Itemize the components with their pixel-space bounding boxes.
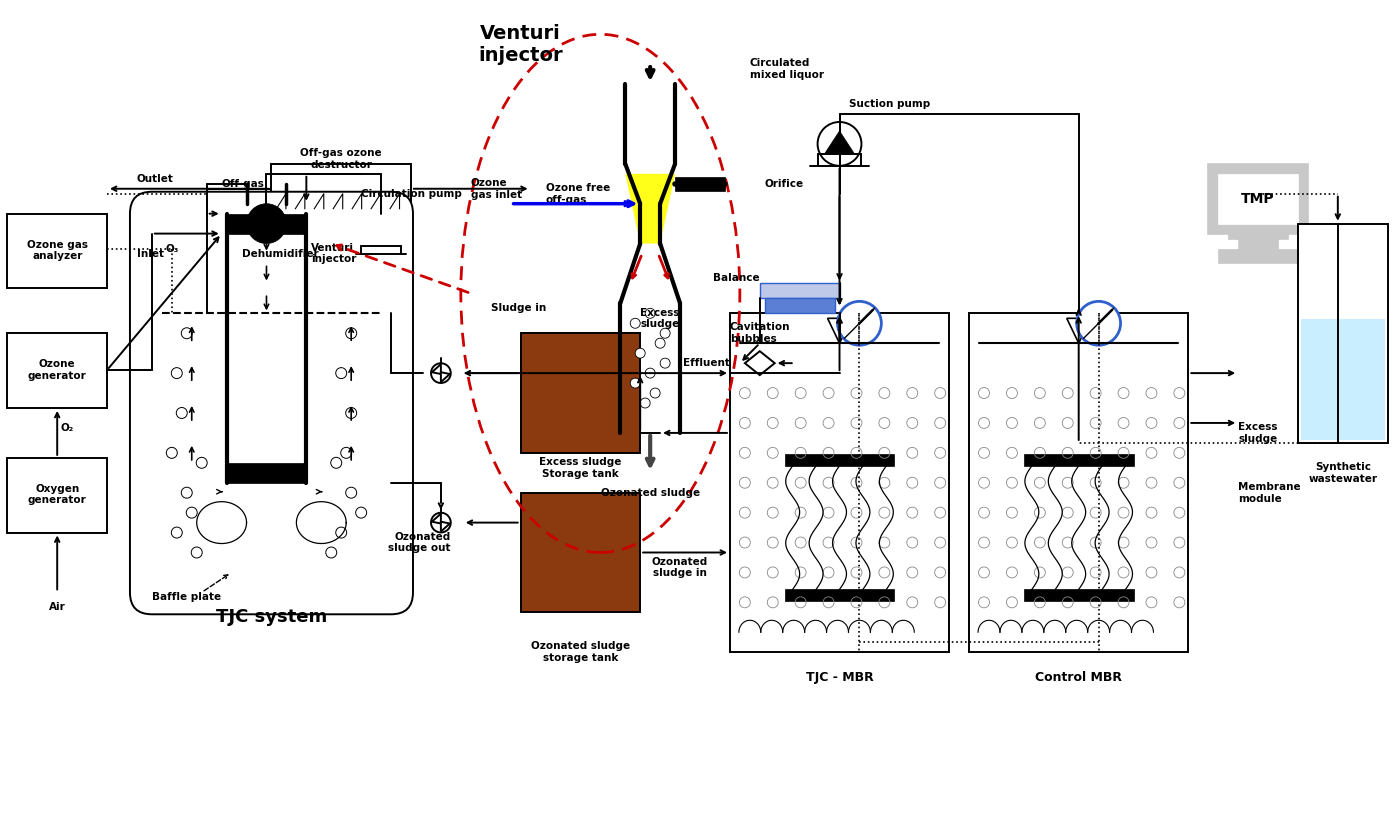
Text: Venturi
injector: Venturi injector	[312, 243, 356, 264]
Text: Venturi
injector: Venturi injector	[478, 24, 563, 65]
Text: Ozonated
sludge out: Ozonated sludge out	[388, 532, 451, 554]
Text: Excess
sludge: Excess sludge	[640, 307, 680, 329]
Bar	[7, 214, 108, 289]
Bar	[172, 214, 242, 313]
Text: Balance: Balance	[712, 273, 760, 284]
Text: Oxygen
generator: Oxygen generator	[28, 484, 87, 506]
Text: Sludge in: Sludge in	[490, 303, 546, 313]
Polygon shape	[432, 364, 441, 374]
Text: Baffle plate: Baffle plate	[152, 593, 221, 602]
Text: Membrane
module: Membrane module	[1238, 482, 1301, 503]
Text: Ozonated sludge
storage tank: Ozonated sludge storage tank	[531, 641, 630, 663]
Text: Circulated
mixed liquor: Circulated mixed liquor	[750, 59, 824, 80]
Bar	[764, 298, 834, 313]
Text: Ozone
generator: Ozone generator	[28, 359, 87, 381]
Circle shape	[1077, 302, 1120, 346]
Circle shape	[661, 328, 671, 338]
Circle shape	[661, 359, 671, 368]
Text: Ozonated sludge: Ozonated sludge	[601, 488, 700, 498]
Text: Off-gas: Off-gas	[222, 179, 264, 189]
Circle shape	[636, 348, 645, 359]
Polygon shape	[441, 372, 450, 382]
Text: O₃: O₃	[165, 244, 179, 254]
Circle shape	[645, 368, 655, 378]
Bar	[1298, 224, 1387, 443]
Text: Ozonated
sludge in: Ozonated sludge in	[652, 557, 708, 578]
Text: Ozone
gas inlet: Ozone gas inlet	[471, 178, 522, 199]
Bar	[760, 284, 840, 298]
Bar	[785, 589, 894, 602]
Polygon shape	[745, 351, 775, 375]
Text: Cavitation
bubbles: Cavitation bubbles	[729, 323, 791, 344]
Text: Suction pump: Suction pump	[849, 99, 930, 109]
Bar	[521, 493, 640, 612]
Text: Control MBR: Control MBR	[1035, 671, 1122, 684]
Circle shape	[650, 388, 661, 398]
Bar	[729, 313, 949, 652]
Text: Ozone gas
analyzer: Ozone gas analyzer	[27, 240, 88, 261]
Bar	[1024, 589, 1133, 602]
Text: Outlet: Outlet	[137, 174, 173, 184]
Circle shape	[838, 302, 882, 346]
Bar	[521, 333, 640, 453]
Text: Dehumidifier: Dehumidifier	[242, 249, 319, 259]
Bar	[1301, 320, 1384, 440]
Bar	[226, 214, 306, 233]
Bar	[226, 463, 306, 483]
Text: Circulation pump: Circulation pump	[362, 189, 462, 198]
Text: Effluent: Effluent	[683, 359, 729, 368]
Polygon shape	[1067, 319, 1091, 343]
Text: TJC - MBR: TJC - MBR	[806, 671, 873, 684]
Circle shape	[645, 308, 655, 319]
FancyBboxPatch shape	[130, 192, 414, 615]
Polygon shape	[369, 222, 394, 246]
Bar	[1218, 249, 1298, 263]
Text: Air: Air	[49, 602, 66, 612]
Bar	[1228, 232, 1288, 238]
Text: Off-gas ozone
destructor: Off-gas ozone destructor	[300, 148, 381, 170]
Polygon shape	[827, 319, 852, 343]
Text: Orifice: Orifice	[764, 179, 803, 189]
Polygon shape	[626, 174, 675, 244]
Bar	[271, 164, 411, 214]
Bar	[785, 454, 894, 466]
Text: TJC system: TJC system	[217, 608, 327, 626]
Polygon shape	[432, 514, 441, 524]
Bar	[1024, 454, 1133, 466]
Bar	[675, 176, 725, 191]
Text: Excess
sludge: Excess sludge	[1238, 422, 1278, 444]
Text: Inlet: Inlet	[137, 249, 163, 259]
Circle shape	[655, 338, 665, 348]
Bar	[970, 313, 1189, 652]
Polygon shape	[441, 522, 450, 532]
Bar	[1218, 174, 1298, 224]
Text: Ozone free
off-gas: Ozone free off-gas	[545, 183, 609, 205]
Text: Synthetic
wastewater: Synthetic wastewater	[1309, 462, 1377, 484]
Text: Excess sludge
Storage tank: Excess sludge Storage tank	[539, 457, 622, 479]
Circle shape	[246, 204, 286, 244]
Circle shape	[640, 398, 650, 408]
Bar	[1208, 164, 1308, 233]
Circle shape	[630, 378, 640, 388]
Circle shape	[630, 319, 640, 328]
Bar	[7, 333, 108, 408]
Text: O₂: O₂	[60, 423, 74, 433]
Bar	[7, 458, 108, 533]
Bar	[1238, 237, 1278, 249]
Polygon shape	[824, 131, 855, 154]
Text: TMP: TMP	[1242, 192, 1275, 206]
